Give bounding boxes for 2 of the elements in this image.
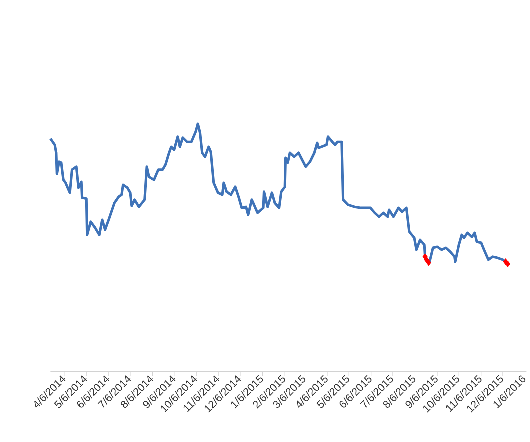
point xyxy=(506,260,510,268)
point xyxy=(426,260,432,266)
